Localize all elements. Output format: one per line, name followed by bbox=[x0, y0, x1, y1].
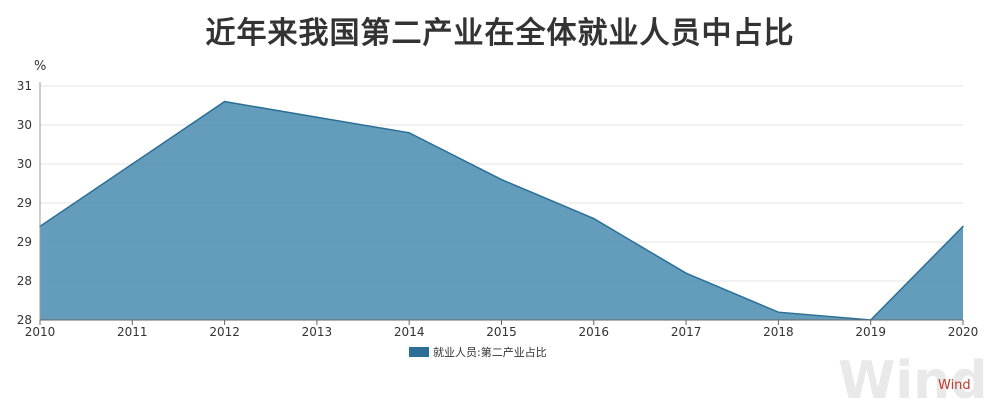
legend-swatch bbox=[409, 347, 429, 357]
y-tick-label: 28 bbox=[17, 274, 32, 288]
data-point bbox=[593, 217, 595, 220]
x-tick-label: 2018 bbox=[763, 325, 794, 339]
legend-label: 就业人员:第二产业占比 bbox=[433, 345, 547, 359]
data-point bbox=[777, 311, 780, 314]
watermark-logo: Wind bbox=[838, 351, 987, 406]
x-tick-label: 2019 bbox=[855, 325, 886, 339]
axes: 28 28 29 29 30 30 31 2010 2011 2012 2013 2014 2015 20… bbox=[17, 79, 979, 339]
y-tick-label: 28 bbox=[17, 313, 32, 327]
x-tick-label: 2017 bbox=[671, 325, 702, 339]
x-tick-label: 2020 bbox=[948, 325, 979, 339]
y-axis-unit: % bbox=[34, 59, 46, 74]
data-point bbox=[223, 100, 226, 103]
x-tick-label: 2013 bbox=[302, 325, 333, 339]
area-series bbox=[39, 100, 964, 321]
area-fill bbox=[40, 101, 963, 320]
y-tick-label: 30 bbox=[17, 118, 32, 132]
data-point bbox=[685, 272, 687, 275]
data-point bbox=[500, 178, 503, 181]
watermark-text: Wind bbox=[938, 378, 971, 393]
x-tick-label: 2015 bbox=[486, 325, 517, 339]
x-tick-label: 2014 bbox=[394, 325, 425, 339]
x-tick-label: 2010 bbox=[25, 325, 56, 339]
x-tick-label: 2016 bbox=[579, 325, 610, 339]
y-tick-label: 31 bbox=[17, 79, 32, 93]
legend: 就业人员:第二产业占比 bbox=[409, 345, 547, 359]
y-tick-label: 29 bbox=[17, 196, 32, 210]
x-tick-label: 2012 bbox=[209, 325, 240, 339]
data-point bbox=[131, 163, 134, 165]
data-point bbox=[408, 132, 411, 134]
y-tick-label: 29 bbox=[17, 235, 32, 249]
data-point bbox=[316, 116, 318, 118]
y-tick-label: 30 bbox=[17, 157, 32, 171]
watermark: Wind Wind bbox=[838, 351, 987, 406]
data-point bbox=[962, 225, 964, 228]
chart-title: 近年来我国第二产业在全体就业人员中占比 bbox=[205, 16, 795, 51]
x-tick-label: 2011 bbox=[117, 325, 148, 339]
